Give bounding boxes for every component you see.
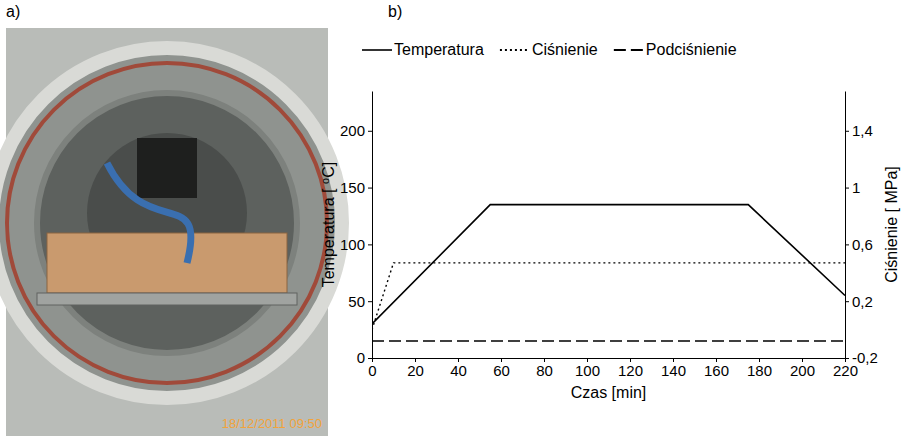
series-line <box>372 263 845 330</box>
tick: 80 <box>536 358 553 379</box>
tick: 180 <box>747 358 772 379</box>
tick-mark <box>368 358 372 359</box>
tick-mark <box>845 131 849 132</box>
tick-label: 0 <box>368 362 376 379</box>
legend-item: Temperatura <box>362 41 484 58</box>
tick-label: 200 <box>340 122 365 139</box>
panel-label: a) <box>6 3 20 20</box>
tick: 100 <box>340 236 372 253</box>
tick-mark <box>368 131 372 132</box>
series-line <box>372 205 845 324</box>
y2-axis: -0,2 0,2 0,6 1 1,4 <box>845 92 878 367</box>
tick: 200 <box>790 358 815 379</box>
y-axis: 0 50 100 150 200 <box>340 92 373 367</box>
legend: Temperatura Ciśnienie Podciśnienie <box>362 41 737 58</box>
tick: 200 <box>340 122 372 139</box>
tick: 140 <box>661 358 686 379</box>
tick: 150 <box>340 179 372 196</box>
tick-label: -0,2 <box>852 349 878 366</box>
tick-mark <box>368 244 372 245</box>
tick: 40 <box>450 358 467 379</box>
plot-area <box>372 205 845 341</box>
x-axis: 020406080100120140160180200220 <box>368 358 858 379</box>
panel-label: b) <box>388 3 402 20</box>
tick-label: 120 <box>618 362 643 379</box>
tick: 1 <box>845 179 860 196</box>
tick: -0,2 <box>845 349 878 366</box>
tick-label: 0,6 <box>852 236 873 253</box>
vacuum-hose <box>107 163 191 263</box>
tick-label: 150 <box>340 179 365 196</box>
tick-label: 180 <box>747 362 772 379</box>
tick: 0 <box>357 349 372 366</box>
tick: 0,6 <box>845 236 873 253</box>
tick: 60 <box>493 358 510 379</box>
tool-plate <box>47 233 287 293</box>
tick-label: 20 <box>407 362 424 379</box>
tick: 160 <box>704 358 729 379</box>
legend-swatch <box>500 49 530 51</box>
tick-label: 0,2 <box>852 292 873 309</box>
photo-stamp: 18/12/2011 09:50 <box>222 416 322 431</box>
tick: 0,2 <box>845 292 873 309</box>
autoclave-chamber <box>37 93 297 353</box>
legend-item: Podciśnienie <box>614 41 737 58</box>
tick: 100 <box>575 358 600 379</box>
tick-mark <box>368 301 372 302</box>
tick-label: 200 <box>790 362 815 379</box>
tick-label: 1,4 <box>852 122 873 139</box>
tick-mark <box>845 301 849 302</box>
tick-label: 140 <box>661 362 686 379</box>
y2-axis-title: Ciśnienie [ MPa] <box>883 166 900 283</box>
tick: 1,4 <box>845 122 873 139</box>
axis-line <box>372 92 373 359</box>
tick: 0 <box>368 358 376 379</box>
autoclave-rim <box>7 63 327 383</box>
tick-label: 1 <box>852 179 860 196</box>
tick: 120 <box>618 358 643 379</box>
panel-a: a) 18/12/2011 09:50 <box>0 3 342 436</box>
figure: a) 18/12/2011 09:50 b) 0 20 40 60 80 100 120 140 16… <box>0 0 908 440</box>
tick: 50 <box>348 292 372 309</box>
tick-mark <box>845 244 849 245</box>
x-axis-title: Czas [min] <box>571 384 647 401</box>
tick-label: 100 <box>340 236 365 253</box>
legend-item: Ciśnienie <box>500 41 598 58</box>
y-axis-title: Temperatura [ ⁰C] <box>320 162 337 288</box>
autoclave-opening <box>137 138 197 198</box>
legend-swatch <box>362 49 392 51</box>
tick-label: 0 <box>357 349 365 366</box>
legend-label: Ciśnienie <box>532 41 598 58</box>
legend-label: Temperatura <box>394 41 484 58</box>
autoclave-door <box>0 48 342 398</box>
tool-table <box>37 293 297 305</box>
tick-label: 60 <box>493 362 510 379</box>
tick-mark <box>845 358 849 359</box>
legend-label: Podciśnienie <box>646 41 737 58</box>
tick-mark <box>845 188 849 189</box>
tick: 20 <box>407 358 424 379</box>
tick-label: 160 <box>704 362 729 379</box>
tick-label: 40 <box>450 362 467 379</box>
legend-swatch <box>614 49 644 51</box>
panel-b: b)02040608010012014016018020022005010015… <box>320 3 900 401</box>
tick-mark <box>368 188 372 189</box>
axis-line <box>373 358 846 359</box>
series-line <box>372 340 845 341</box>
tick-label: 50 <box>348 292 365 309</box>
tick-label: 100 <box>575 362 600 379</box>
tick-label: 80 <box>536 362 553 379</box>
